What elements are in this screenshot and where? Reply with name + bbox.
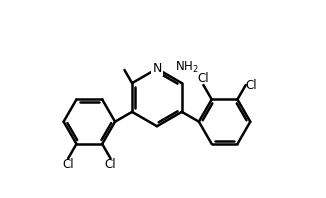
Text: Cl: Cl bbox=[62, 158, 74, 171]
Text: NH$_2$: NH$_2$ bbox=[175, 60, 199, 75]
Text: N: N bbox=[152, 62, 162, 75]
Text: Cl: Cl bbox=[198, 72, 209, 85]
Text: Cl: Cl bbox=[246, 79, 257, 91]
Text: Cl: Cl bbox=[105, 158, 116, 171]
